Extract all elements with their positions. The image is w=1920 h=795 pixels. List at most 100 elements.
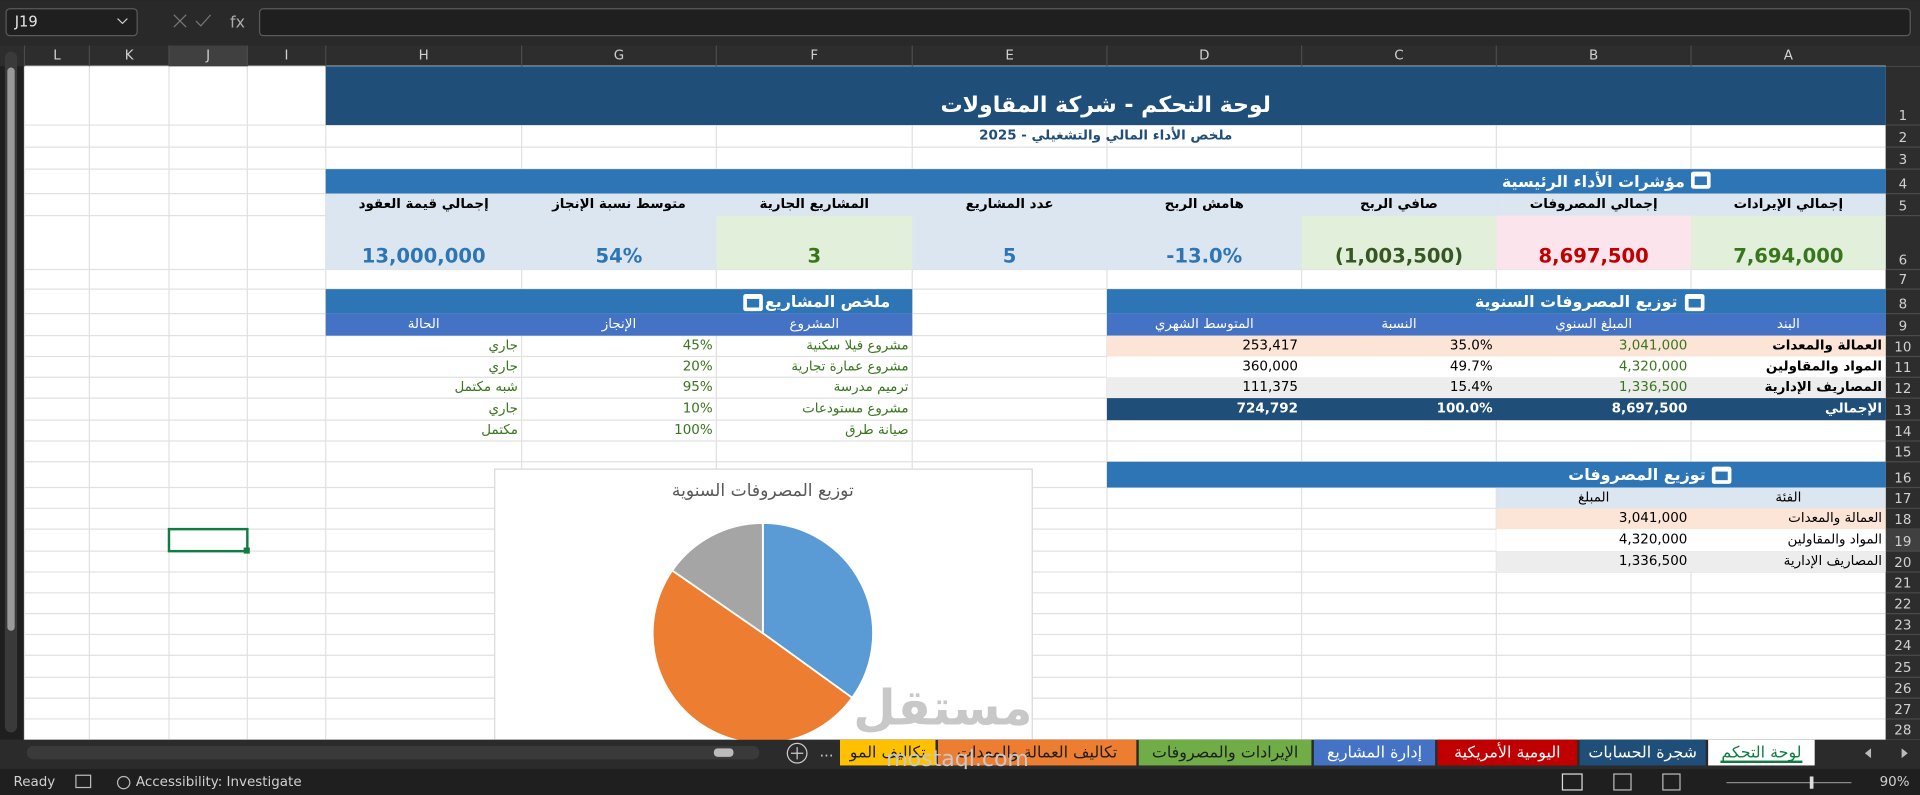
table-cell: 360,000	[1242, 359, 1298, 374]
h-scroll	[26, 745, 760, 760]
add-sheet-button[interactable]	[786, 742, 808, 764]
table-header: المبلغ	[1578, 490, 1609, 505]
more-tabs[interactable]: ...	[820, 743, 834, 760]
sheet-tab[interactable]	[1437, 739, 1578, 766]
sheet-tab[interactable]	[937, 739, 1137, 766]
row-number: 18	[1894, 513, 1911, 528]
kpi-value: 8,697,500	[1539, 245, 1649, 268]
table-header: المتوسط الشهري	[1155, 317, 1254, 332]
sheet-tab-label[interactable]: الإيرادات والمصروفات	[1152, 742, 1298, 762]
row-header-selected	[1885, 529, 1920, 552]
name-box-arrow[interactable]	[117, 18, 128, 25]
table-total-cell: 724,792	[1237, 402, 1298, 417]
row-number: 10	[1894, 340, 1911, 355]
fx-icon[interactable]: fx	[230, 13, 245, 32]
projects-title: ملخص المشاريع	[765, 292, 890, 311]
table-total-cell: 8,697,500	[1612, 402, 1688, 417]
table-cell: العمالة والمعدات	[1788, 511, 1882, 526]
kpi-value: (1,003,500)	[1335, 245, 1463, 268]
kpi-title: مؤشرات الأداء الرئيسية	[1502, 172, 1685, 191]
row-number: 25	[1894, 661, 1911, 676]
add-sheet-plus[interactable]	[791, 747, 804, 760]
table-row-bg	[1106, 377, 1886, 399]
kpi-label-cell	[1496, 193, 1692, 216]
column-header: D	[1199, 48, 1209, 63]
section-icon-glyph	[746, 298, 760, 308]
kpi-label: متوسط نسبة الإنجاز	[551, 197, 686, 212]
watermark: mostaql.com	[886, 747, 1029, 772]
accessibility-icon[interactable]	[116, 775, 131, 790]
dashboard-subtitle: ملخص الأداء المالي والتشغيلي - 2025	[979, 127, 1232, 144]
section-icon-glyph	[1715, 471, 1728, 481]
table-cell: مشروع عمارة تجارية	[791, 359, 908, 374]
zoom-level[interactable]: 90%	[1880, 775, 1910, 790]
kpi-label-cell	[1691, 193, 1886, 216]
formula-input[interactable]	[258, 8, 1911, 37]
macro-icon	[75, 774, 92, 789]
table-total-cell: 100.0%	[1437, 402, 1494, 417]
chart-title: توزيع المصروفات السنوية	[672, 481, 854, 501]
row-number: 8	[1899, 298, 1908, 313]
table-header: البند	[1777, 317, 1800, 332]
kpi-value: -13.0%	[1166, 245, 1242, 268]
table-header: الإنجاز	[601, 317, 636, 332]
kpi-label-cell	[325, 193, 522, 216]
table-cell: شبه مكتمل	[454, 380, 517, 395]
row-number: 14	[1894, 425, 1911, 440]
table-row-bg	[1496, 529, 1886, 552]
sheet-tab-label[interactable]: لوحة التحكم	[1721, 742, 1801, 762]
tab-scroll-left[interactable]	[1864, 748, 1872, 759]
enter-icon[interactable]	[195, 14, 212, 27]
kpi-value: 5	[1003, 245, 1017, 268]
sheet-tab[interactable]	[1313, 739, 1436, 766]
kpi-label: المشاريع الجارية	[760, 197, 869, 212]
row-number: 12	[1894, 382, 1911, 397]
name-box-text[interactable]: J19	[14, 14, 38, 31]
kpi-value: 7,694,000	[1733, 245, 1843, 268]
name-box[interactable]	[5, 8, 138, 37]
kpi-value-cell	[1301, 215, 1497, 270]
sheet-tab-label[interactable]: شجرة الحسابات	[1588, 742, 1697, 762]
table-cell: 253,417	[1242, 339, 1298, 354]
sheet-tab-label[interactable]: تكاليف المو	[849, 742, 926, 762]
row-number: 21	[1894, 577, 1911, 592]
kpi-value-cell	[521, 215, 717, 270]
pie-slice	[651, 569, 854, 745]
sheet-tab-label[interactable]: إدارة المشاريع	[1327, 742, 1422, 762]
projects-header	[325, 289, 913, 314]
row-number: 24	[1894, 639, 1911, 654]
column-header: I	[285, 48, 289, 63]
selected-cell	[167, 527, 249, 553]
table-header: النسبة	[1381, 317, 1416, 332]
table-row-bg	[1106, 356, 1886, 378]
dashboard-title: لوحة التحكم - شركة المقاولات	[940, 93, 1270, 118]
page-layout-button[interactable]	[1613, 773, 1632, 791]
sheet-tab[interactable]	[840, 739, 936, 766]
column-header: A	[1784, 48, 1794, 63]
row-number: 16	[1894, 471, 1911, 486]
page-break-button[interactable]	[1662, 773, 1681, 791]
row-number: 17	[1894, 492, 1911, 507]
vertical-scroll-thumb[interactable]	[7, 67, 15, 631]
breakdown-header	[1106, 461, 1886, 488]
cancel-icon[interactable]	[173, 14, 187, 28]
normal-view-button[interactable]	[1561, 773, 1583, 791]
tab-scroll-right[interactable]	[1901, 748, 1908, 759]
accessibility-status[interactable]: Accessibility: Investigate	[136, 775, 302, 790]
fill-handle	[243, 547, 250, 554]
row-header-bar	[1885, 66, 1920, 740]
table-cell: ترميم مدرسة	[834, 380, 909, 395]
sheet-tab-label[interactable]: تكاليف العمالة والمعدات	[957, 742, 1117, 762]
table-cell: 1,336,500	[1619, 554, 1687, 569]
table-cell: المصاريف الإدارية	[1764, 380, 1882, 395]
projects-col-header	[325, 313, 913, 336]
column-header: G	[614, 48, 624, 63]
sheet-tab-label[interactable]: اليومية الأمريكية	[1454, 742, 1561, 762]
table-header: المشروع	[790, 317, 840, 332]
sheet-tab[interactable]	[1138, 739, 1312, 766]
sheet-tab[interactable]	[1579, 739, 1706, 766]
column-header: E	[1005, 48, 1014, 63]
kpi-value-cell	[912, 215, 1107, 270]
row-number: 20	[1894, 556, 1911, 571]
table-cell: 3,041,000	[1619, 511, 1687, 526]
